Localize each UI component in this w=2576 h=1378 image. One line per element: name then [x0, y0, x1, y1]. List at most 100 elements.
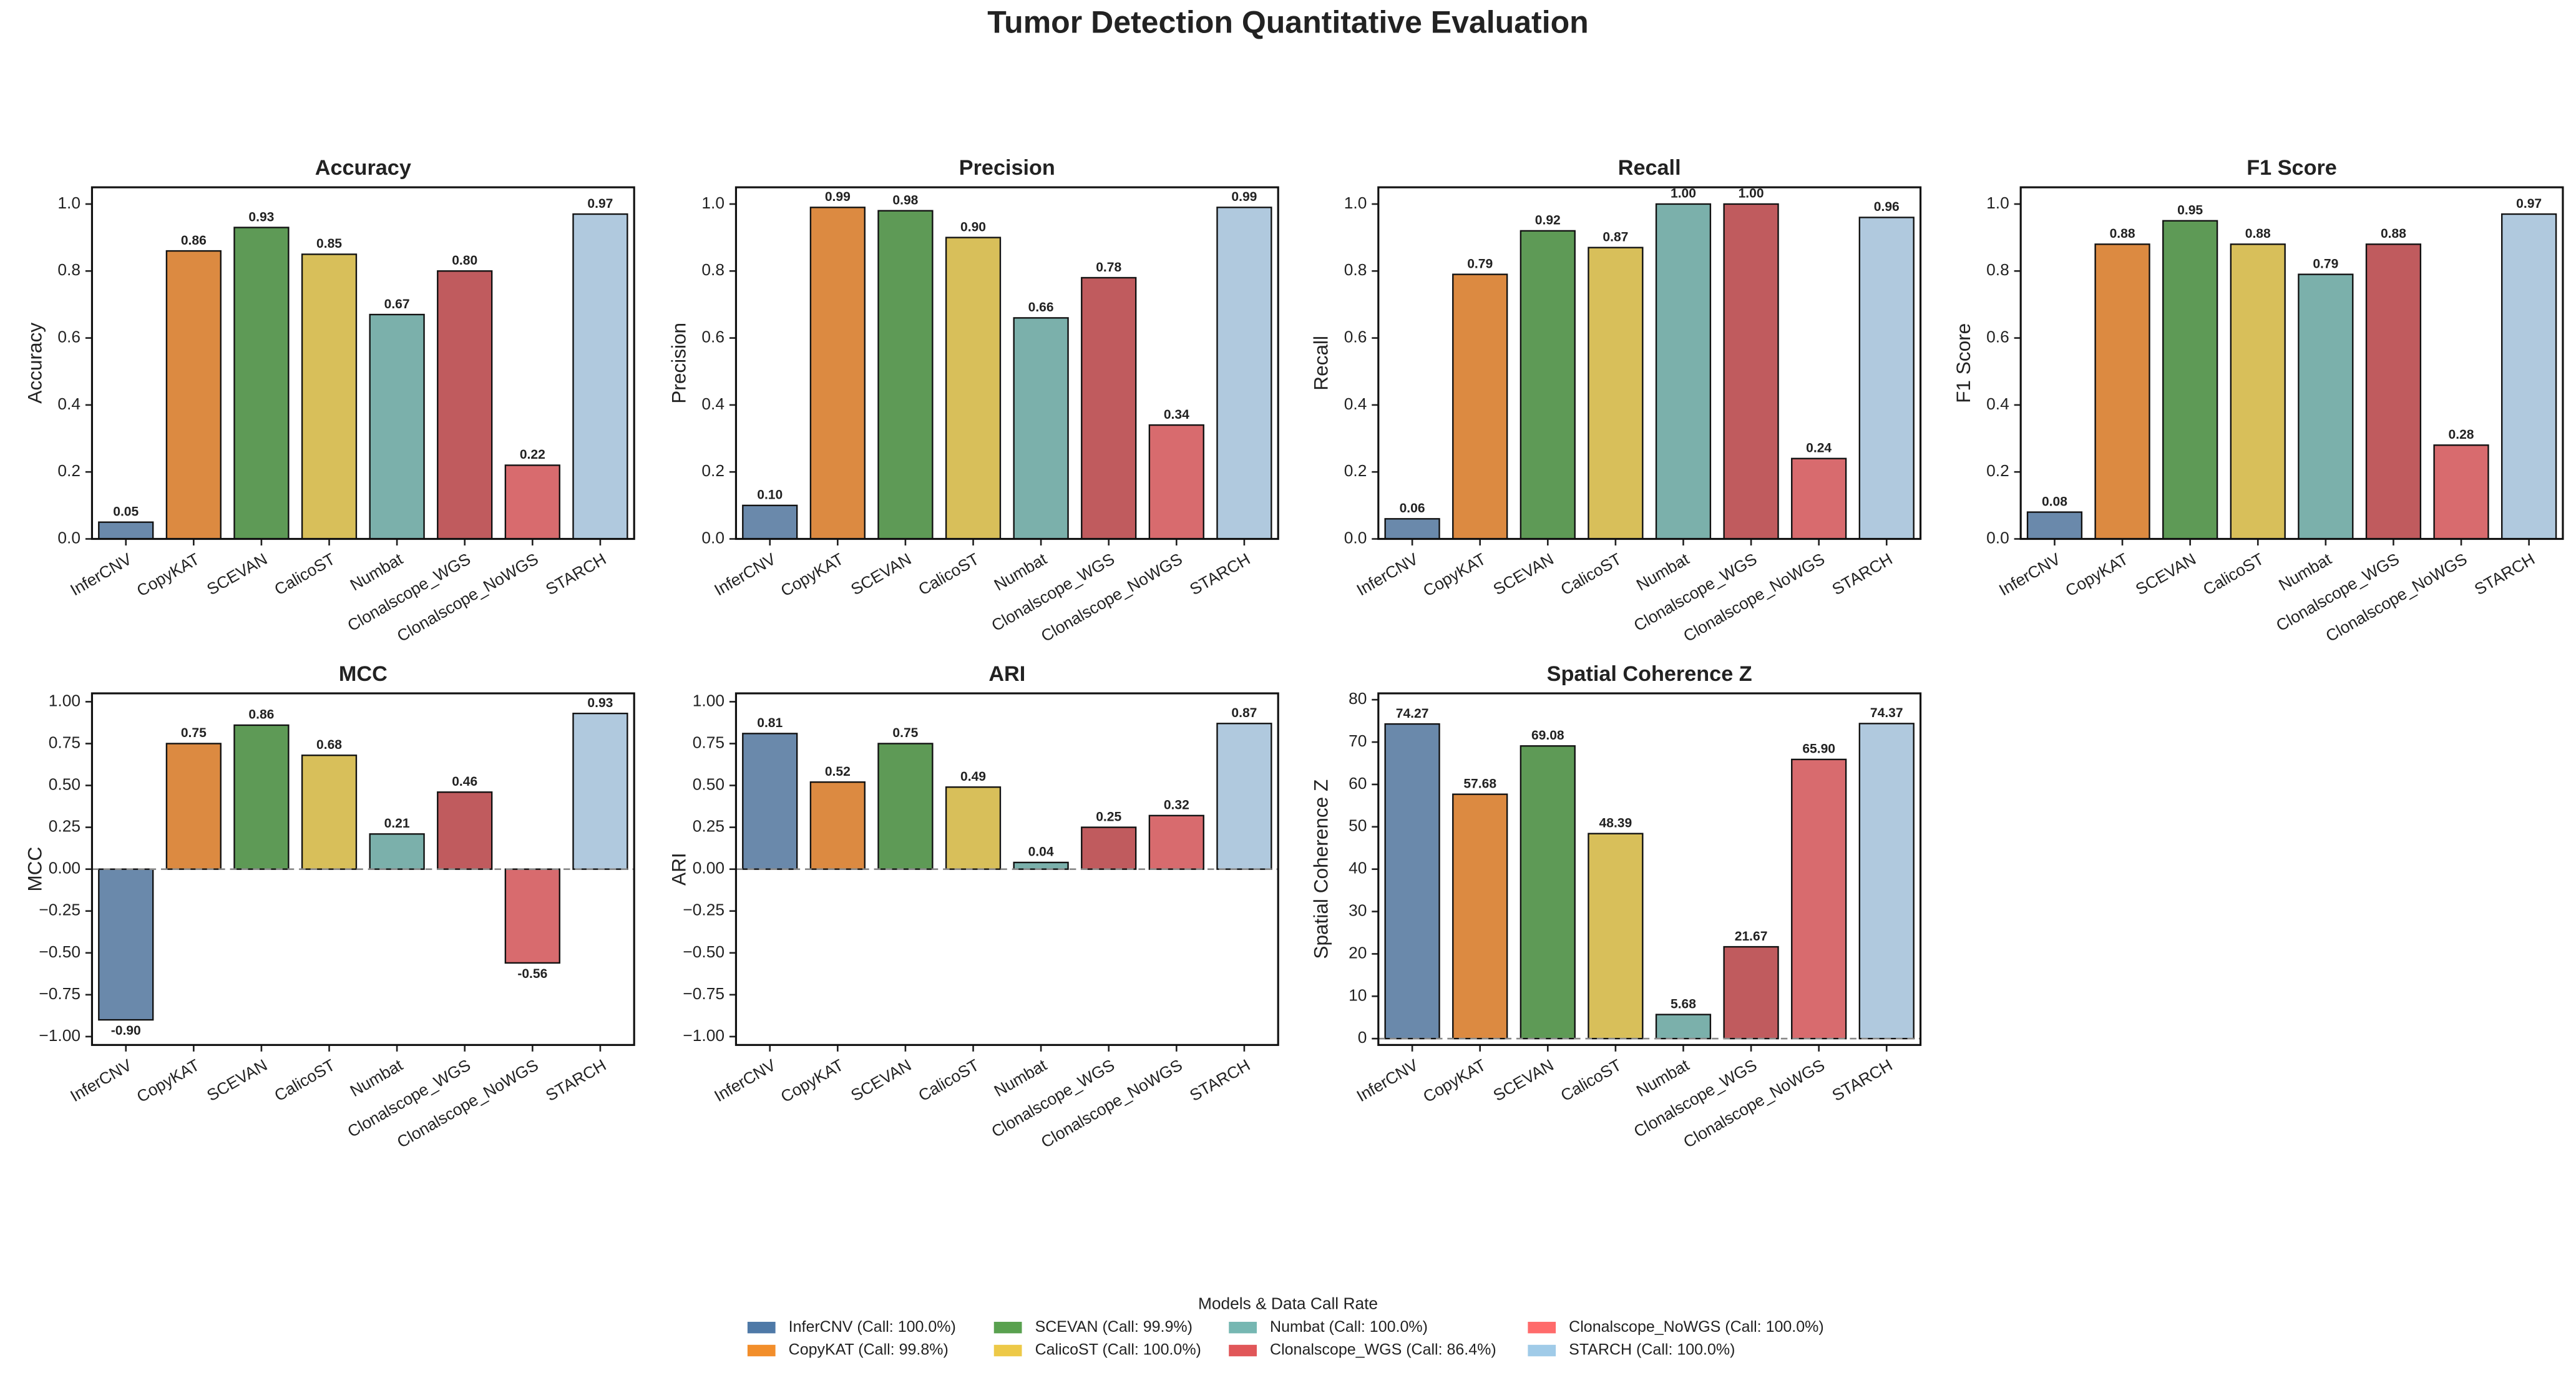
bar: [1081, 276, 1137, 540]
subplot-title: F1 Score: [2247, 156, 2337, 180]
value-label: 0.96: [1874, 200, 1900, 214]
legend-label: Clonalscope_NoWGS (Call: 100.0%): [1569, 1318, 1824, 1336]
value-label: 0.75: [181, 726, 207, 740]
bar: [1588, 247, 1644, 540]
bar: [1013, 317, 1069, 540]
legend-swatch: [747, 1344, 776, 1357]
y-axis-label: Recall: [1310, 336, 1332, 391]
y-tick-label: 0.8: [57, 260, 80, 279]
y-tick-label: 0.0: [1344, 528, 1367, 547]
y-tick-label: 0.2: [1344, 461, 1367, 480]
legend-label: Numbat (Call: 100.0%): [1270, 1318, 1428, 1336]
value-label: 0.85: [316, 237, 342, 251]
y-tick-label: −0.25: [39, 901, 80, 919]
value-label: 0.75: [892, 726, 918, 740]
value-label: 0.46: [452, 775, 477, 789]
bar: [2162, 220, 2218, 540]
value-label: 48.39: [1599, 816, 1632, 830]
value-label: 0.34: [1164, 408, 1189, 422]
bar: [1655, 203, 1712, 540]
value-label: 0.04: [1028, 845, 1054, 859]
axes-frame: [90, 692, 635, 1046]
y-tick-label: 0.2: [57, 461, 80, 480]
bar: [1858, 217, 1915, 540]
value-label: 0.98: [892, 193, 918, 207]
y-axis-label: Spatial Coherence Z: [1310, 779, 1332, 959]
value-label: 69.08: [1531, 728, 1564, 743]
axes-frame: [734, 186, 1279, 540]
legend-swatch: [993, 1321, 1022, 1334]
value-label: 0.97: [587, 197, 613, 211]
axes-frame: [90, 186, 635, 540]
y-tick-label: −0.25: [683, 901, 724, 919]
y-axis-label: Accuracy: [23, 323, 46, 404]
y-tick-label: 0.00: [693, 859, 724, 877]
bar: [301, 755, 358, 870]
legend-label: InferCNV (Call: 100.0%): [789, 1318, 956, 1336]
value-label: 0.87: [1603, 230, 1628, 244]
bar: [1588, 833, 1644, 1040]
value-label: -0.90: [111, 1024, 141, 1038]
y-tick-label: 0.6: [701, 328, 724, 346]
bar: [2433, 444, 2489, 540]
value-label: 0.24: [1806, 441, 1832, 456]
y-tick-label: 80: [1349, 689, 1367, 708]
y-tick-label: 0.25: [49, 817, 80, 836]
y-tick-label: 1.0: [1344, 193, 1367, 212]
y-tick-label: 1.00: [693, 691, 724, 710]
legend-swatch: [1528, 1321, 1556, 1334]
legend-swatch: [1528, 1344, 1556, 1357]
bar: [809, 781, 866, 870]
value-label: 0.49: [960, 770, 986, 784]
y-axis-label: MCC: [23, 847, 46, 892]
bar: [504, 868, 560, 964]
y-tick-label: 0.4: [1344, 394, 1367, 413]
y-tick-label: 1.0: [57, 193, 80, 212]
legend-swatch: [1229, 1321, 1257, 1334]
bar: [1520, 230, 1576, 540]
value-label: 0.86: [248, 708, 274, 722]
y-tick-label: −1.00: [39, 1026, 80, 1045]
y-tick-label: 0.6: [57, 328, 80, 346]
value-label: 0.05: [113, 504, 139, 519]
value-label: 0.92: [1535, 213, 1561, 228]
bar: [945, 237, 1002, 540]
bar: [233, 227, 290, 540]
bar: [572, 712, 628, 870]
bar: [1791, 758, 1847, 1040]
legend-title: Models & Data Call Rate: [1198, 1294, 1378, 1312]
y-tick-label: 0.50: [693, 775, 724, 793]
bar: [742, 733, 798, 870]
y-tick-label: 0.75: [49, 733, 80, 751]
y-tick-label: 50: [1349, 816, 1367, 835]
value-label: 0.95: [2177, 203, 2203, 218]
legend-swatch: [1229, 1344, 1257, 1357]
bar: [572, 213, 628, 540]
y-tick-label: 0.50: [49, 775, 80, 793]
axes-frame: [2019, 186, 2564, 540]
bar: [369, 833, 425, 870]
value-label: 0.79: [1467, 257, 1493, 271]
value-label: 0.99: [1231, 190, 1257, 204]
y-tick-label: 0.00: [49, 859, 80, 877]
axes-frame: [1377, 692, 1922, 1046]
legend-label: CopyKAT (Call: 99.8%): [789, 1341, 949, 1359]
bar: [1216, 723, 1272, 870]
value-label: 0.78: [1096, 260, 1121, 275]
bar: [1723, 946, 1779, 1040]
y-axis-label: F1 Score: [1952, 323, 1974, 403]
value-label: 0.52: [825, 765, 851, 779]
y-tick-label: 0.6: [1344, 328, 1367, 346]
subplot-title: Precision: [959, 156, 1055, 180]
y-tick-label: 0.2: [1986, 461, 2009, 480]
legend-swatch: [747, 1321, 776, 1334]
value-label: 0.88: [2110, 227, 2135, 241]
bar: [1148, 424, 1204, 540]
bar: [2230, 243, 2286, 540]
y-tick-label: 40: [1349, 859, 1367, 877]
legend-swatch: [993, 1344, 1022, 1357]
value-label: 0.68: [316, 738, 342, 752]
value-label: 1.00: [1739, 187, 1764, 201]
